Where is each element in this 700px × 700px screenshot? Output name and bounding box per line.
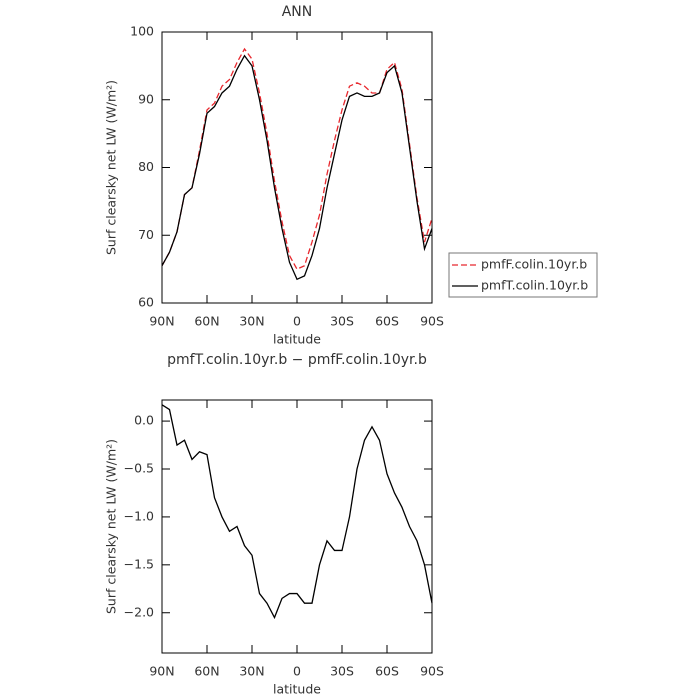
plot-frame — [161, 399, 433, 654]
y-tick-label: 70 — [138, 227, 154, 242]
data-line — [161, 404, 433, 620]
x-tick-label: 60S — [375, 314, 399, 329]
y-tick-label: 90 — [138, 91, 154, 106]
y-tick-label: −1.5 — [124, 556, 154, 571]
plot-frame — [161, 31, 433, 304]
y-tick-label: 80 — [138, 159, 154, 174]
legend-box — [448, 252, 598, 298]
y-tick-label: −2.0 — [124, 604, 154, 619]
x-tick-label: 0 — [293, 664, 301, 679]
legend-label: pmfT.colin.10yr.b — [481, 278, 588, 293]
x-tick-label: 90N — [149, 664, 174, 679]
chart-title: ANN — [282, 4, 313, 20]
x-tick-label: 90N — [149, 314, 174, 329]
data-line — [161, 47, 433, 270]
y-tick-label: 100 — [130, 24, 154, 39]
y-tick-label: −1.0 — [124, 508, 154, 523]
chart-title: pmfT.colin.10yr.b − pmfF.colin.10yr.b — [167, 352, 427, 368]
y-tick-label: −0.5 — [124, 461, 154, 476]
x-tick-label: 60N — [194, 314, 219, 329]
x-tick-label: 30N — [239, 664, 264, 679]
x-tick-label: 90S — [420, 664, 444, 679]
x-tick-label: 90S — [420, 314, 444, 329]
x-tick-label: 30S — [330, 314, 354, 329]
y-tick-label: 60 — [138, 295, 154, 310]
y-axis-label: Surf clearsky net LW (W/m²) — [104, 80, 119, 255]
y-tick-label: 0.0 — [134, 413, 154, 428]
x-tick-label: 0 — [293, 314, 301, 329]
x-tick-label: 30S — [330, 664, 354, 679]
data-line — [161, 54, 433, 281]
x-axis-label: latitude — [273, 682, 321, 697]
y-axis-label: Surf clearsky net LW (W/m²) — [104, 439, 119, 614]
x-tick-label: 30N — [239, 314, 264, 329]
x-axis-label: latitude — [273, 332, 321, 347]
x-tick-label: 60S — [375, 664, 399, 679]
legend-label: pmfF.colin.10yr.b — [481, 257, 587, 272]
x-tick-label: 60N — [194, 664, 219, 679]
